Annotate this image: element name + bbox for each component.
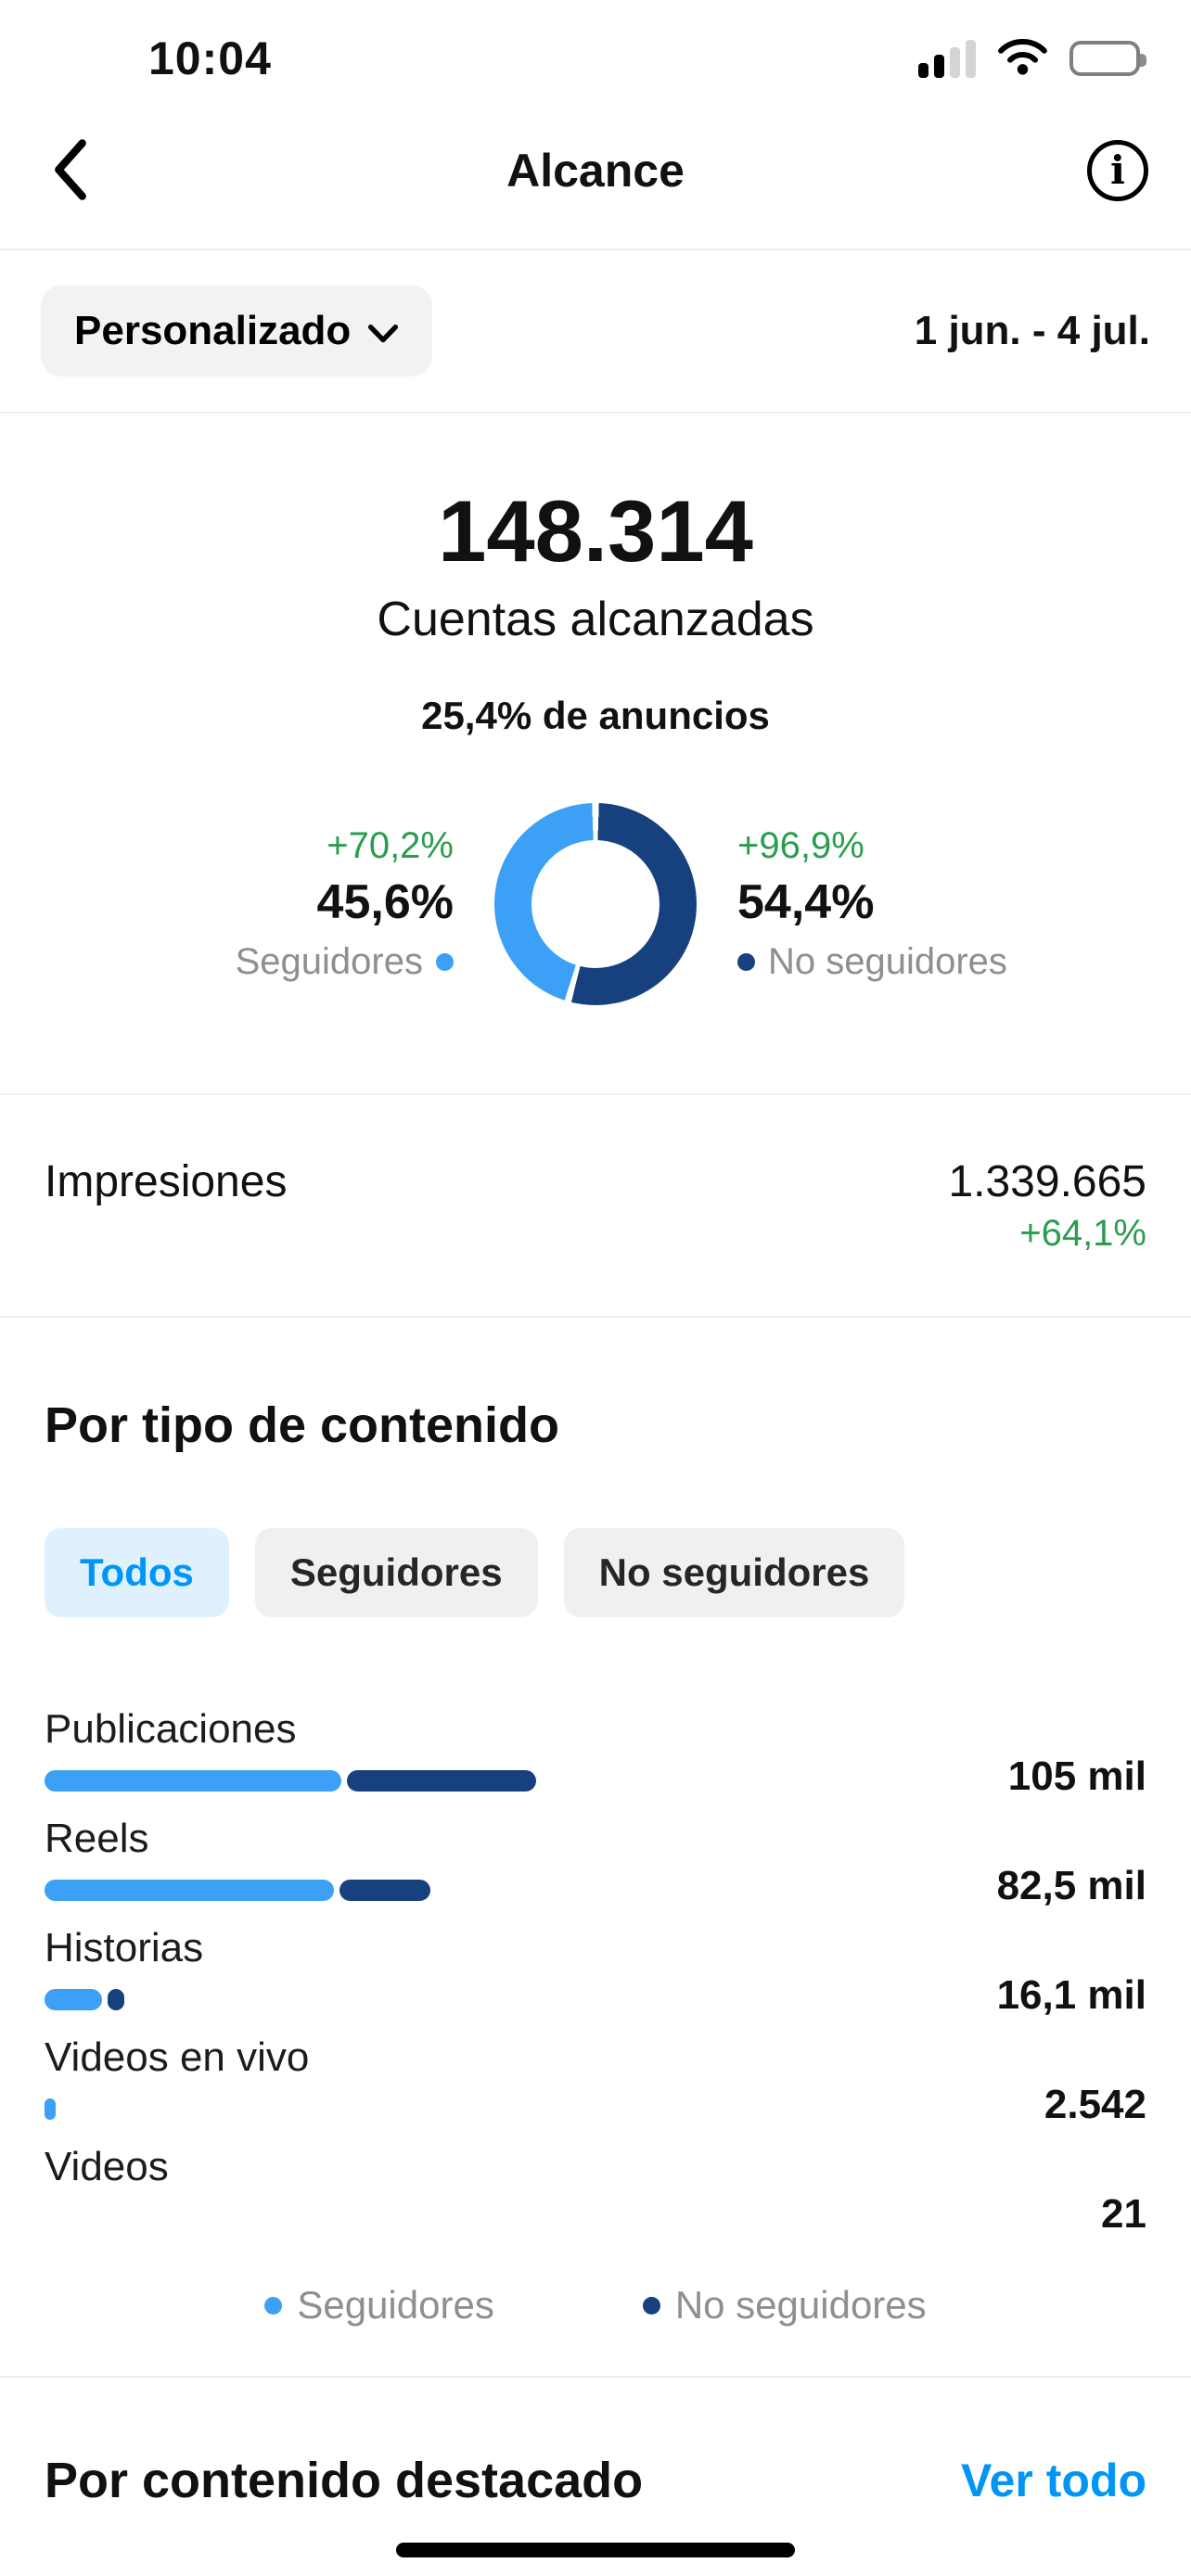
bar-track	[45, 1770, 1146, 1792]
followers-dot-icon	[264, 2296, 283, 2315]
bar-followers-segment	[45, 1880, 335, 1901]
non-followers-delta: +96,9%	[737, 825, 864, 866]
chart-legend: Seguidores No seguidores	[0, 2283, 1191, 2327]
bar-label: Reels	[45, 1816, 149, 1861]
non-followers-label: No seguidores	[768, 941, 1007, 982]
non-followers-dot-icon	[737, 953, 755, 971]
content-type-tabs: Todos Seguidores No seguidores	[45, 1528, 1146, 1617]
ads-share: 25,4% de anuncios	[421, 694, 770, 737]
legend-label: No seguidores	[674, 2283, 927, 2327]
legend-item-followers: Seguidores	[264, 2283, 494, 2327]
bar-followers-segment	[45, 2098, 56, 2120]
bar-row-videos-en-vivo: Videos en vivo 2.542	[45, 2034, 1146, 2127]
tab-todos[interactable]: Todos	[45, 1528, 229, 1617]
period-selector-label: Personalizado	[74, 308, 352, 353]
bar-value: 21	[1101, 2191, 1146, 2237]
impressions-delta: +64,1%	[1019, 1213, 1146, 1254]
bar-track	[45, 1989, 1146, 2010]
followers-donut-chart: +70,2% 45,6% Seguidores +96,9% 54,4% No …	[0, 803, 1191, 1005]
bar-track	[45, 2208, 1146, 2229]
divider	[0, 1093, 1191, 1095]
highlight-section-header: Por contenido destacado Ver todo	[0, 2452, 1191, 2509]
see-all-link[interactable]: Ver todo	[960, 2455, 1146, 2506]
followers-label-row: Seguidores	[83, 941, 454, 983]
bar-value: 82,5 mil	[996, 1863, 1146, 1908]
bar-value: 105 mil	[1007, 1753, 1146, 1799]
chevron-left-icon	[52, 137, 89, 205]
impressions-row: Impresiones 1.339.665 +64,1%	[0, 1156, 1191, 1255]
divider	[0, 1316, 1191, 1318]
bar-row-videos: Videos 21	[45, 2143, 1146, 2237]
reach-summary: 148.314 Cuentas alcanzadas 25,4% de anun…	[0, 488, 1191, 738]
back-button[interactable]	[43, 128, 98, 214]
legend-item-non-followers: No seguidores	[642, 2283, 927, 2327]
bar-row-reels: Reels 82,5 mil	[45, 1815, 1146, 1908]
bar-value: 16,1 mil	[996, 1972, 1146, 2018]
followers-percent: 45,6%	[316, 875, 454, 929]
content-type-section-title: Por tipo de contenido	[45, 1397, 559, 1453]
content-type-bar-chart: Publicaciones 105 mil Reels 82,5 mil His…	[45, 1705, 1146, 2237]
tab-no-seguidores[interactable]: No seguidores	[563, 1528, 905, 1617]
bar-non-followers-segment	[346, 1770, 536, 1792]
impressions-value: 1.339.665	[948, 1157, 1146, 1206]
cellular-signal-icon	[918, 39, 976, 78]
legend-label: Seguidores	[297, 2283, 494, 2327]
bar-row-publicaciones: Publicaciones 105 mil	[45, 1705, 1146, 1799]
impressions-values: 1.339.665 +64,1%	[948, 1156, 1146, 1255]
impressions-label: Impresiones	[45, 1157, 288, 1206]
followers-dot-icon	[436, 953, 454, 971]
clock: 10:04	[148, 32, 272, 84]
bar-track	[45, 1880, 1146, 1901]
tab-seguidores[interactable]: Seguidores	[254, 1528, 538, 1617]
bar-non-followers-segment	[107, 1989, 124, 2010]
bar-label: Publicaciones	[45, 1706, 297, 1752]
bar-followers-segment	[45, 1770, 341, 1792]
followers-delta: +70,2%	[327, 825, 454, 866]
non-followers-percent: 54,4%	[737, 875, 875, 929]
battery-icon	[1069, 41, 1146, 76]
page-title: Alcance	[506, 145, 685, 197]
non-followers-stats: +96,9% 54,4% No seguidores	[737, 825, 1108, 983]
status-bar: 10:04	[0, 0, 1191, 93]
status-icons	[918, 37, 1146, 81]
bar-row-historias: Historias 16,1 mil	[45, 1924, 1146, 2018]
period-selector[interactable]: Personalizado	[41, 286, 433, 376]
reach-donut	[494, 803, 697, 1005]
divider	[0, 2376, 1191, 2378]
bar-non-followers-segment	[339, 1880, 430, 1901]
followers-stats: +70,2% 45,6% Seguidores	[83, 825, 454, 983]
wifi-icon	[996, 37, 1049, 81]
bar-followers-segment	[45, 1989, 102, 2010]
followers-label: Seguidores	[235, 941, 423, 982]
reach-label: Cuentas alcanzadas	[377, 593, 814, 646]
non-followers-label-row: No seguidores	[737, 941, 1108, 983]
info-button[interactable]	[1087, 140, 1148, 201]
chevron-down-icon	[367, 308, 399, 354]
highlight-section-title: Por contenido destacado	[45, 2453, 644, 2508]
bar-track	[45, 2098, 1146, 2120]
home-indicator[interactable]	[396, 2543, 795, 2557]
non-followers-dot-icon	[642, 2296, 660, 2315]
bar-label: Historias	[45, 1925, 204, 1970]
bar-value: 2.542	[1044, 2082, 1146, 2127]
reach-value: 148.314	[438, 482, 753, 580]
filter-bar: Personalizado 1 jun. - 4 jul.	[0, 250, 1191, 414]
date-range: 1 jun. - 4 jul.	[914, 308, 1150, 353]
bar-label: Videos en vivo	[45, 2034, 310, 2080]
navigation-bar: Alcance	[0, 93, 1191, 250]
bar-label: Videos	[45, 2144, 169, 2189]
